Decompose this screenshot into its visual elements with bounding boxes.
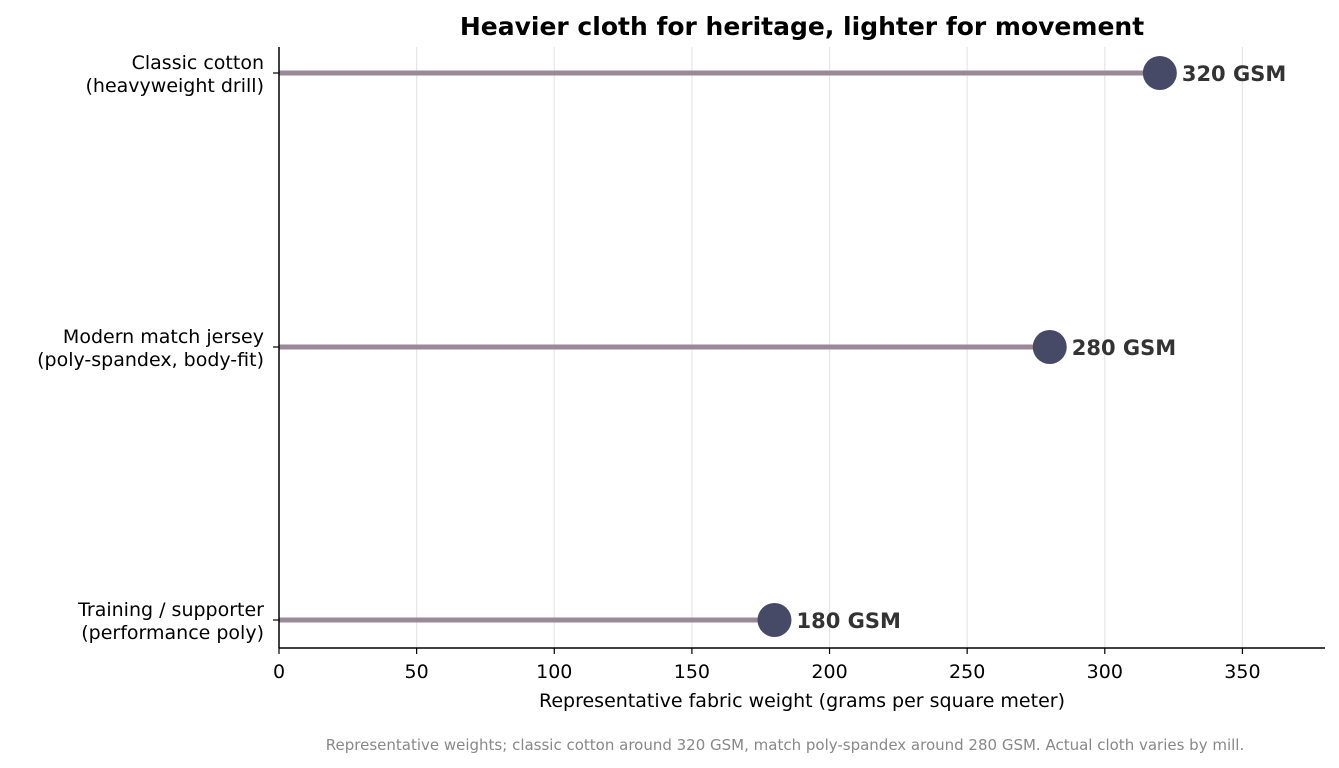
y-tick-label-line: (performance poly): [81, 622, 264, 644]
x-tick-label: 300: [1087, 661, 1123, 683]
x-tick-label: 0: [273, 661, 285, 683]
data-label: 280 GSM: [1072, 336, 1176, 360]
y-tick-label: Training / supporter (performance poly): [77, 599, 264, 644]
y-tick-label-line: Classic cotton: [132, 52, 264, 74]
x-tick-label: 50: [405, 661, 429, 683]
x-axis-label: Representative fabric weight (grams per …: [539, 690, 1065, 712]
y-tick-label-line: Modern match jersey: [63, 326, 264, 348]
marker-layer: [757, 56, 1177, 637]
y-tick-label-line: (heavyweight drill): [86, 75, 265, 97]
lollipop-marker: [757, 603, 792, 637]
x-tick-layer: 0 50 100 150 200 250 300 350: [273, 648, 1261, 683]
data-label: 320 GSM: [1182, 62, 1286, 86]
x-tick-label: 100: [536, 661, 572, 683]
y-tick-label-line: Training / supporter: [77, 599, 264, 621]
y-tick-layer: Classic cotton (heavyweight drill) Modern …: [37, 52, 279, 644]
value-label-layer: 320 GSM 280 GSM 180 GSM: [796, 62, 1286, 633]
chart-title: Heavier cloth for heritage, lighter for …: [460, 12, 1144, 41]
footnote: Representative weights; classic cotton a…: [326, 736, 1244, 754]
x-tick-label: 200: [811, 661, 847, 683]
y-tick-label-line: (poly-spandex, body-fit): [37, 349, 264, 371]
x-tick-label: 250: [949, 661, 985, 683]
lollipop-marker: [1032, 330, 1067, 364]
stem-layer: [279, 70, 1160, 623]
x-tick-label: 150: [674, 661, 710, 683]
data-label: 180 GSM: [796, 609, 900, 633]
y-tick-label: Modern match jersey (poly-spandex, body-f…: [37, 326, 264, 371]
x-tick-label: 350: [1224, 661, 1260, 683]
y-tick-label: Classic cotton (heavyweight drill): [86, 52, 265, 97]
lollipop-marker: [1142, 56, 1177, 90]
